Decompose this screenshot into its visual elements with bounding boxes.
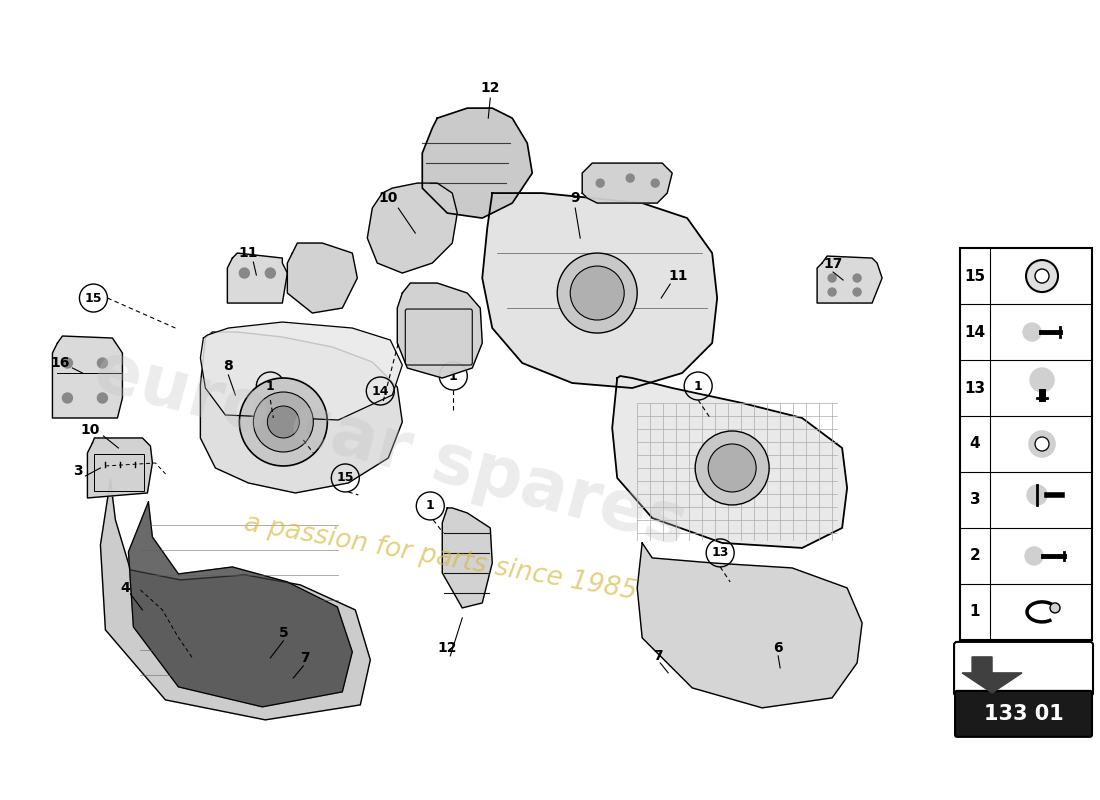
Circle shape — [828, 274, 836, 282]
Circle shape — [1035, 437, 1049, 451]
Polygon shape — [637, 543, 862, 708]
Circle shape — [240, 378, 328, 466]
Polygon shape — [422, 108, 532, 218]
Polygon shape — [200, 322, 403, 420]
Polygon shape — [582, 163, 672, 203]
Polygon shape — [482, 193, 717, 388]
Circle shape — [253, 392, 313, 452]
Text: 7: 7 — [300, 651, 310, 665]
Text: 1: 1 — [266, 379, 275, 393]
Circle shape — [1025, 547, 1043, 565]
Bar — [960, 248, 1092, 640]
Circle shape — [596, 179, 604, 187]
Text: 16: 16 — [51, 356, 70, 370]
Polygon shape — [87, 438, 153, 498]
Circle shape — [558, 253, 637, 333]
Text: 133 01: 133 01 — [983, 704, 1064, 724]
Text: 1: 1 — [694, 379, 703, 393]
Polygon shape — [442, 508, 493, 608]
Circle shape — [98, 393, 108, 403]
Text: 10: 10 — [378, 191, 398, 205]
Text: 9: 9 — [571, 191, 580, 205]
Text: 4: 4 — [970, 437, 980, 451]
Text: 11: 11 — [669, 269, 688, 283]
Circle shape — [1050, 603, 1060, 613]
Circle shape — [1023, 323, 1041, 341]
Circle shape — [854, 274, 861, 282]
Polygon shape — [129, 502, 352, 707]
Text: a passion for parts since 1985: a passion for parts since 1985 — [242, 510, 639, 606]
Circle shape — [828, 288, 836, 296]
Text: 1: 1 — [426, 499, 434, 513]
Circle shape — [98, 358, 108, 368]
Text: 14: 14 — [372, 385, 389, 398]
FancyBboxPatch shape — [954, 642, 1093, 696]
Text: 13: 13 — [712, 546, 729, 559]
Circle shape — [1028, 431, 1055, 457]
Polygon shape — [53, 336, 122, 418]
Text: 15: 15 — [337, 471, 354, 485]
Polygon shape — [613, 376, 847, 548]
Text: 3: 3 — [970, 493, 980, 507]
Text: 1: 1 — [970, 605, 980, 619]
Text: 1: 1 — [449, 370, 458, 382]
Circle shape — [267, 406, 299, 438]
Circle shape — [265, 268, 275, 278]
Circle shape — [1027, 485, 1047, 505]
Text: 11: 11 — [239, 246, 258, 260]
Circle shape — [695, 431, 769, 505]
Circle shape — [63, 358, 73, 368]
Polygon shape — [397, 283, 482, 378]
Text: 14: 14 — [965, 325, 986, 339]
Circle shape — [854, 288, 861, 296]
Circle shape — [240, 268, 250, 278]
Text: 7: 7 — [653, 649, 663, 663]
Circle shape — [63, 393, 73, 403]
Polygon shape — [962, 657, 1022, 693]
Text: 3: 3 — [74, 464, 84, 478]
Text: 15: 15 — [85, 291, 102, 305]
Text: euro car spares: euro car spares — [87, 337, 694, 559]
Circle shape — [1030, 368, 1054, 392]
Text: 2: 2 — [296, 419, 305, 433]
Circle shape — [708, 444, 756, 492]
Circle shape — [651, 179, 659, 187]
Text: 13: 13 — [965, 381, 986, 395]
Text: 8: 8 — [223, 359, 233, 373]
Circle shape — [626, 174, 635, 182]
Polygon shape — [100, 480, 371, 720]
Text: 2: 2 — [970, 549, 980, 563]
Circle shape — [1026, 260, 1058, 292]
Polygon shape — [817, 256, 882, 303]
Text: 6: 6 — [773, 641, 783, 655]
Polygon shape — [367, 183, 458, 273]
Text: 12: 12 — [481, 81, 500, 95]
Circle shape — [570, 266, 624, 320]
FancyBboxPatch shape — [955, 691, 1092, 737]
Polygon shape — [228, 253, 287, 303]
Text: 12: 12 — [438, 641, 456, 655]
Text: 5: 5 — [278, 626, 288, 640]
Polygon shape — [287, 243, 358, 313]
Circle shape — [1035, 269, 1049, 283]
Text: 15: 15 — [965, 269, 986, 283]
Text: 17: 17 — [824, 257, 843, 271]
Text: 10: 10 — [80, 423, 100, 437]
Polygon shape — [200, 332, 403, 493]
Text: 4: 4 — [121, 581, 130, 595]
